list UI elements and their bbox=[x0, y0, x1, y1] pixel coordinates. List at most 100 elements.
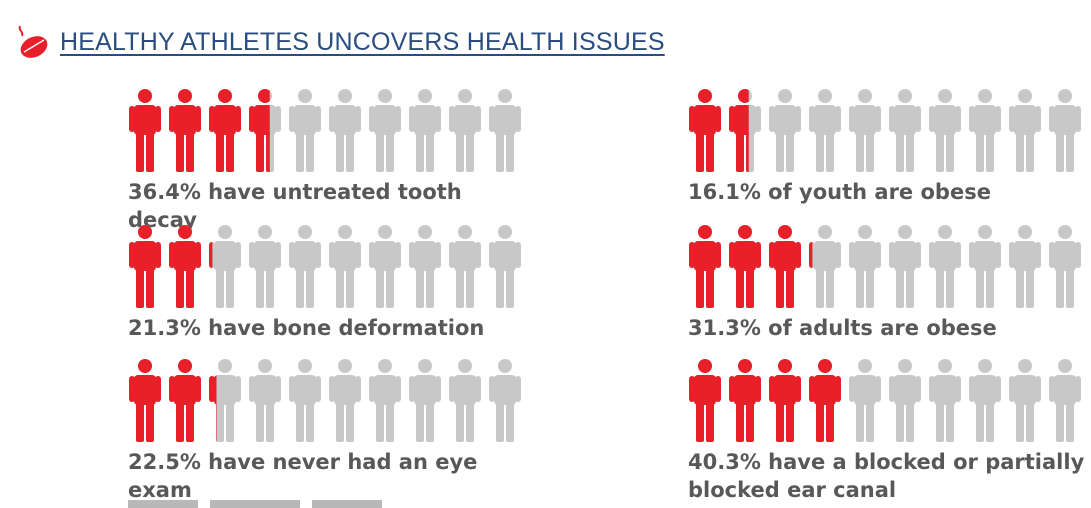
person-icon bbox=[249, 359, 281, 442]
person-icon-highlight bbox=[729, 359, 761, 442]
person-icon bbox=[129, 89, 161, 172]
person-icon bbox=[129, 225, 161, 308]
red-leaf-icon bbox=[18, 25, 48, 58]
person-icon bbox=[929, 359, 961, 442]
person-icon bbox=[929, 89, 961, 172]
caption-eye-exam: 22.5% have never had an eye exam bbox=[128, 450, 478, 502]
person-icon bbox=[729, 89, 761, 172]
person-icon bbox=[169, 89, 201, 172]
stat-ear-canal: 40.3% have a blocked or partially blocke… bbox=[688, 358, 1088, 504]
person-icon bbox=[449, 89, 481, 172]
stat-bone-deformation: 21.3% have bone deformation bbox=[128, 224, 528, 342]
person-icon-highlight bbox=[249, 89, 270, 172]
people-row-adults-obese bbox=[689, 225, 1081, 308]
people-row-eye-exam bbox=[129, 359, 521, 442]
people-row-tooth-decay bbox=[129, 89, 521, 172]
person-icon bbox=[249, 89, 281, 172]
person-icon bbox=[1009, 359, 1041, 442]
person-icon bbox=[969, 225, 1001, 308]
person-icon bbox=[1049, 89, 1081, 172]
person-icon bbox=[1049, 359, 1081, 442]
person-icon bbox=[889, 225, 921, 308]
person-icon bbox=[809, 225, 841, 308]
people-row-ear-canal bbox=[689, 359, 1081, 442]
person-icon bbox=[849, 89, 881, 172]
person-icon-highlight bbox=[209, 242, 213, 268]
person-icon-highlight bbox=[689, 359, 721, 442]
caption-ear-canal: 40.3% have a blocked or partially blocke… bbox=[688, 450, 1085, 502]
person-icon bbox=[209, 225, 241, 308]
person-icon bbox=[769, 225, 801, 308]
stat-adults-obese: 31.3% of adults are obese bbox=[688, 224, 1088, 342]
person-icon-highlight bbox=[729, 225, 761, 308]
person-icon bbox=[169, 359, 201, 442]
person-icon-highlight bbox=[689, 225, 721, 308]
person-icon bbox=[969, 359, 1001, 442]
cropped-text-fragment bbox=[128, 500, 382, 508]
person-icon bbox=[409, 89, 441, 172]
caption-tooth-decay: 36.4% have untreated tooth decay bbox=[128, 180, 462, 232]
person-icon-highlight bbox=[729, 89, 749, 172]
person-icon bbox=[849, 225, 881, 308]
caption-adults-obese: 31.3% of adults are obese bbox=[688, 316, 997, 340]
person-icon bbox=[449, 225, 481, 308]
person-icon bbox=[1049, 225, 1081, 308]
person-icon bbox=[1009, 225, 1041, 308]
person-icon bbox=[329, 359, 361, 442]
person-icon bbox=[969, 89, 1001, 172]
people-row-youth-obese bbox=[689, 89, 1081, 172]
person-icon bbox=[849, 359, 881, 442]
person-icon bbox=[209, 89, 241, 172]
person-icon bbox=[809, 89, 841, 172]
person-icon-highlight bbox=[809, 242, 813, 268]
person-icon bbox=[489, 89, 521, 172]
person-icon bbox=[289, 359, 321, 442]
person-icon bbox=[689, 225, 721, 308]
person-icon bbox=[129, 359, 161, 442]
person-icon bbox=[489, 359, 521, 442]
person-icon-highlight bbox=[169, 359, 201, 442]
stat-eye-exam: 22.5% have never had an eye exam bbox=[128, 358, 528, 504]
person-icon-highlight bbox=[209, 375, 217, 442]
person-icon bbox=[289, 89, 321, 172]
person-icon-highlight bbox=[209, 89, 241, 172]
person-icon bbox=[449, 359, 481, 442]
person-icon bbox=[489, 225, 521, 308]
header: HEALTHY ATHLETES UNCOVERS HEALTH ISSUES bbox=[14, 18, 665, 66]
person-icon bbox=[369, 89, 401, 172]
person-icon bbox=[329, 89, 361, 172]
page-title: HEALTHY ATHLETES UNCOVERS HEALTH ISSUES bbox=[60, 27, 665, 56]
person-icon bbox=[329, 225, 361, 308]
person-icon bbox=[809, 359, 841, 442]
stat-tooth-decay: 36.4% have untreated tooth decay bbox=[128, 88, 528, 234]
person-icon bbox=[1009, 89, 1041, 172]
person-icon-highlight bbox=[849, 378, 850, 400]
person-icon bbox=[369, 359, 401, 442]
caption-youth-obese: 16.1% of youth are obese bbox=[688, 180, 991, 204]
caption-bone-deformation: 21.3% have bone deformation bbox=[128, 316, 485, 340]
person-icon-highlight bbox=[169, 225, 201, 308]
person-icon-highlight bbox=[809, 359, 841, 442]
person-icon bbox=[689, 89, 721, 172]
person-icon bbox=[409, 359, 441, 442]
person-icon bbox=[769, 89, 801, 172]
person-icon bbox=[409, 225, 441, 308]
person-icon bbox=[689, 359, 721, 442]
person-icon bbox=[929, 225, 961, 308]
person-icon bbox=[769, 359, 801, 442]
person-icon-highlight bbox=[769, 359, 801, 442]
person-icon-highlight bbox=[689, 89, 721, 172]
person-icon-highlight bbox=[129, 359, 161, 442]
person-icon-highlight bbox=[769, 225, 801, 308]
person-icon bbox=[729, 359, 761, 442]
person-icon bbox=[169, 225, 201, 308]
people-row-bone-deformation bbox=[129, 225, 521, 308]
person-icon-highlight bbox=[169, 89, 201, 172]
person-icon-highlight bbox=[129, 225, 161, 308]
stat-youth-obese: 16.1% of youth are obese bbox=[688, 88, 1088, 206]
person-icon bbox=[729, 225, 761, 308]
person-icon bbox=[249, 225, 281, 308]
person-icon bbox=[289, 225, 321, 308]
person-icon bbox=[889, 89, 921, 172]
person-icon bbox=[369, 225, 401, 308]
